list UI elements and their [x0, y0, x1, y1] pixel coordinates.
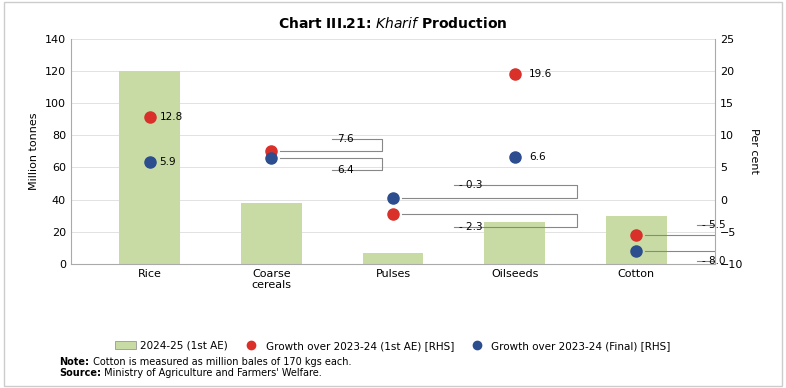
Text: Source:: Source:	[59, 368, 101, 378]
Text: Cotton is measured as million bales of 170 kgs each.: Cotton is measured as million bales of 1…	[90, 357, 352, 367]
Legend: 2024-25 (1st AE), Growth over 2023-24 (1st AE) [RHS], Growth over 2023-24 (Final: 2024-25 (1st AE), Growth over 2023-24 (1…	[111, 336, 675, 355]
Bar	[241, 203, 302, 264]
Bar	[484, 222, 545, 264]
Text: 12.8: 12.8	[160, 112, 183, 122]
Text: - 5.5: - 5.5	[702, 220, 725, 230]
Title: Chart III.21: $\mathit{Kharif}$ Production: Chart III.21: $\mathit{Kharif}$ Producti…	[278, 16, 508, 31]
Bar	[362, 253, 424, 264]
Text: Ministry of Agriculture and Farmers' Welfare.: Ministry of Agriculture and Farmers' Wel…	[101, 368, 321, 378]
Text: Note:: Note:	[59, 357, 89, 367]
Bar	[119, 71, 180, 264]
Text: 6.6: 6.6	[529, 152, 545, 162]
Text: - 2.3: - 2.3	[459, 222, 483, 232]
Text: 6.4: 6.4	[337, 165, 354, 175]
Y-axis label: Million tonnes: Million tonnes	[29, 113, 39, 190]
Text: - 0.3: - 0.3	[459, 180, 482, 190]
Text: 7.6: 7.6	[337, 134, 354, 144]
Bar	[606, 216, 667, 264]
Text: 5.9: 5.9	[160, 157, 176, 166]
Text: - 8.0: - 8.0	[702, 256, 725, 266]
Text: 19.6: 19.6	[529, 69, 553, 78]
Y-axis label: Per cent: Per cent	[749, 128, 759, 174]
